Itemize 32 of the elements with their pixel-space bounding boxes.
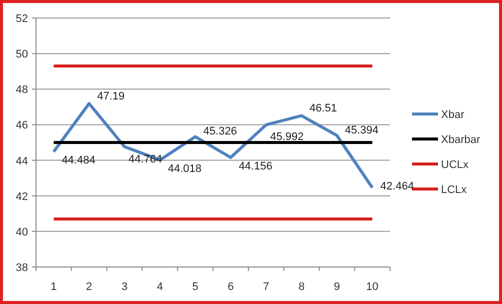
y-tick-label: 46 (16, 120, 28, 132)
x-tick-label: 9 (334, 281, 340, 293)
data-label: 46.51 (310, 102, 338, 115)
x-tick-label: 4 (156, 281, 163, 293)
x-tick-label: 10 (366, 281, 378, 293)
y-tick-label: 50 (16, 48, 28, 61)
data-label: 44.764 (128, 154, 162, 166)
legend-label: Xbarbar (441, 134, 480, 146)
legend-label: Xbar (441, 109, 465, 121)
legend-label: UCLx (441, 159, 470, 171)
y-tick-label: 52 (16, 13, 28, 25)
data-label: 45.394 (344, 124, 379, 136)
y-tick-label: 48 (16, 84, 28, 96)
data-label: 42.464 (380, 180, 414, 193)
data-label: 45.326 (203, 126, 237, 138)
legend-label: LCLx (441, 184, 468, 196)
x-tick-label: 7 (263, 281, 270, 293)
y-tick-label: 42 (16, 190, 28, 203)
x-tick-label: 2 (86, 281, 92, 293)
x-tick-label: 6 (228, 281, 234, 293)
data-label: 47.19 (97, 90, 125, 103)
y-tick-label: 40 (16, 226, 28, 238)
data-label: 44.018 (168, 162, 202, 175)
data-label: 45.992 (270, 130, 304, 143)
y-tick-label: 38 (16, 262, 28, 274)
data-label: 44.484 (62, 154, 96, 167)
data-label: 44.156 (238, 160, 272, 173)
x-tick-label: 1 (50, 281, 57, 293)
x-tick-label: 3 (121, 281, 128, 293)
x-tick-label: 5 (192, 281, 198, 293)
y-tick-label: 44 (16, 155, 28, 168)
x-tick-label: 8 (298, 281, 305, 293)
